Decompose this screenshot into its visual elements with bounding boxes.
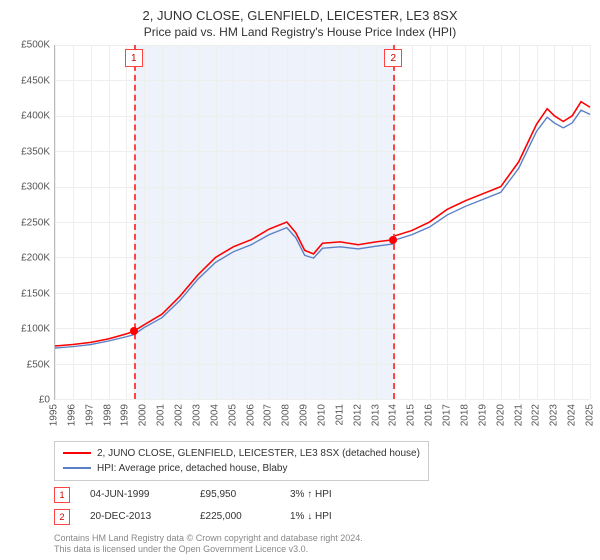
legend-row-property: 2, JUNO CLOSE, GLENFIELD, LEICESTER, LE3… xyxy=(63,446,420,461)
ytick-label: £100K xyxy=(21,324,50,335)
xtick-label: 2003 xyxy=(191,404,202,426)
xtick-label: 2009 xyxy=(299,404,310,426)
transaction-num-1: 1 xyxy=(54,487,70,503)
plot-area: 12 xyxy=(54,45,590,400)
chart-container: 2, JUNO CLOSE, GLENFIELD, LEICESTER, LE3… xyxy=(0,0,600,560)
legend-label-property: 2, JUNO CLOSE, GLENFIELD, LEICESTER, LE3… xyxy=(97,446,420,461)
xtick-label: 2004 xyxy=(209,404,220,426)
transaction-date-1: 04-JUN-1999 xyxy=(90,489,180,500)
transaction-date-2: 20-DEC-2013 xyxy=(90,511,180,522)
legend-row-hpi: HPI: Average price, detached house, Blab… xyxy=(63,461,420,476)
xtick-label: 2001 xyxy=(156,404,167,426)
xtick-label: 2016 xyxy=(424,404,435,426)
xtick-label: 2011 xyxy=(334,404,345,426)
xtick-label: 2000 xyxy=(138,404,149,426)
title-sub: Price paid vs. HM Land Registry's House … xyxy=(10,25,590,39)
ytick-label: £300K xyxy=(21,182,50,193)
sale-marker-box: 1 xyxy=(125,49,143,67)
sale-dot xyxy=(130,327,138,335)
transaction-price-2: £225,000 xyxy=(200,511,270,522)
gridline-v xyxy=(590,45,591,399)
ytick-label: £400K xyxy=(21,111,50,122)
legend: 2, JUNO CLOSE, GLENFIELD, LEICESTER, LE3… xyxy=(54,441,429,481)
xtick-label: 1996 xyxy=(66,404,77,426)
xtick-label: 2015 xyxy=(406,404,417,426)
x-axis: 1995199619971998199920002001200220032004… xyxy=(54,400,590,435)
xtick-label: 2017 xyxy=(442,404,453,426)
xtick-label: 2013 xyxy=(370,404,381,426)
transaction-row-1: 1 04-JUN-1999 £95,950 3% ↑ HPI xyxy=(54,487,590,503)
xtick-label: 2007 xyxy=(263,404,274,426)
xtick-label: 1999 xyxy=(120,404,131,426)
sale-vline xyxy=(393,45,395,399)
xtick-label: 2006 xyxy=(245,404,256,426)
xtick-label: 2019 xyxy=(477,404,488,426)
footer-line-1: Contains HM Land Registry data © Crown c… xyxy=(54,533,590,545)
xtick-label: 2012 xyxy=(352,404,363,426)
title-main: 2, JUNO CLOSE, GLENFIELD, LEICESTER, LE3… xyxy=(10,8,590,23)
xtick-label: 2008 xyxy=(281,404,292,426)
ytick-label: £350K xyxy=(21,146,50,157)
xtick-label: 1995 xyxy=(49,404,60,426)
xtick-label: 1997 xyxy=(84,404,95,426)
footer: Contains HM Land Registry data © Crown c… xyxy=(54,533,590,556)
xtick-label: 2023 xyxy=(549,404,560,426)
ytick-label: £150K xyxy=(21,288,50,299)
ytick-label: £250K xyxy=(21,217,50,228)
ytick-label: £50K xyxy=(27,359,50,370)
xtick-label: 2002 xyxy=(174,404,185,426)
transaction-price-1: £95,950 xyxy=(200,489,270,500)
xtick-label: 2005 xyxy=(227,404,238,426)
xtick-label: 2014 xyxy=(388,404,399,426)
sale-vline xyxy=(134,45,136,399)
xtick-label: 2025 xyxy=(585,404,596,426)
legend-label-hpi: HPI: Average price, detached house, Blab… xyxy=(97,461,288,476)
xtick-label: 2021 xyxy=(513,404,524,426)
ytick-label: £500K xyxy=(21,40,50,51)
y-axis: £0£50K£100K£150K£200K£250K£300K£350K£400… xyxy=(10,45,54,400)
xtick-label: 1998 xyxy=(102,404,113,426)
xtick-label: 2018 xyxy=(459,404,470,426)
ytick-label: £200K xyxy=(21,253,50,264)
xtick-label: 2024 xyxy=(567,404,578,426)
transaction-delta-2: 1% ↓ HPI xyxy=(290,511,332,522)
legend-swatch-property xyxy=(63,452,91,454)
transaction-delta-1: 3% ↑ HPI xyxy=(290,489,332,500)
xtick-label: 2020 xyxy=(495,404,506,426)
transactions-block: 1 04-JUN-1999 £95,950 3% ↑ HPI 2 20-DEC-… xyxy=(54,487,590,531)
transaction-row-2: 2 20-DEC-2013 £225,000 1% ↓ HPI xyxy=(54,509,590,525)
transaction-num-2: 2 xyxy=(54,509,70,525)
chart-row: £0£50K£100K£150K£200K£250K£300K£350K£400… xyxy=(10,45,590,400)
ytick-label: £450K xyxy=(21,75,50,86)
xtick-label: 2010 xyxy=(317,404,328,426)
sale-dot xyxy=(389,236,397,244)
legend-swatch-hpi xyxy=(63,467,91,469)
sale-marker-box: 2 xyxy=(384,49,402,67)
footer-line-2: This data is licensed under the Open Gov… xyxy=(54,544,590,556)
xtick-label: 2022 xyxy=(531,404,542,426)
